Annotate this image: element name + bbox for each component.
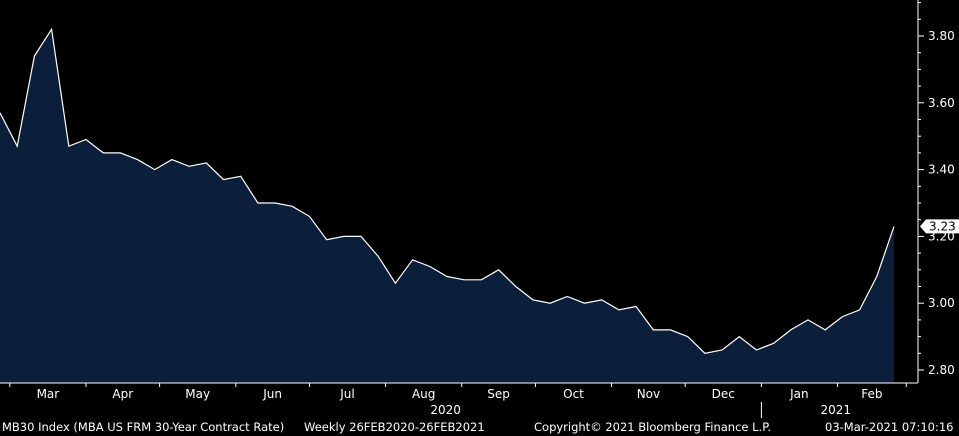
x-month-label: May bbox=[185, 387, 210, 401]
last-value-label: 3.23 bbox=[929, 219, 956, 233]
x-year-label: 2020 bbox=[430, 403, 461, 417]
x-month-label: Dec bbox=[712, 387, 735, 401]
footer-ticker: MB30 Index (MBA US FRM 30-Year Contract … bbox=[2, 420, 285, 434]
footer-bar: MB30 Index (MBA US FRM 30-Year Contract … bbox=[0, 419, 959, 436]
x-month-label: Jan bbox=[789, 387, 809, 401]
y-tick-label: 3.80 bbox=[928, 29, 955, 43]
x-year-label: 2021 bbox=[821, 403, 852, 417]
x-month-label: Sep bbox=[487, 387, 510, 401]
footer-period: Weekly 26FEB2020-26FEB2021 bbox=[304, 420, 485, 434]
x-month-label: Aug bbox=[412, 387, 435, 401]
y-tick-label: 3.60 bbox=[928, 96, 955, 110]
y-tick-label: 3.40 bbox=[928, 163, 955, 177]
x-month-label: Mar bbox=[37, 387, 60, 401]
footer-copyright: Copyright© 2021 Bloomberg Finance L.P. bbox=[534, 420, 771, 434]
area-fill bbox=[0, 29, 894, 384]
x-month-label: Jun bbox=[262, 387, 282, 401]
y-tick-label: 2.80 bbox=[928, 363, 955, 377]
x-month-label: Apr bbox=[112, 387, 133, 401]
x-month-label: Nov bbox=[637, 387, 660, 401]
series-line bbox=[0, 27, 895, 354]
footer-timestamp: 03-Mar-2021 07:10:16 bbox=[825, 420, 954, 434]
last-value-flag bbox=[920, 219, 959, 234]
x-month-label: Feb bbox=[861, 387, 882, 401]
y-tick-label: 3.00 bbox=[928, 296, 955, 310]
x-month-label: Jul bbox=[339, 387, 354, 401]
x-month-label: Oct bbox=[563, 387, 584, 401]
